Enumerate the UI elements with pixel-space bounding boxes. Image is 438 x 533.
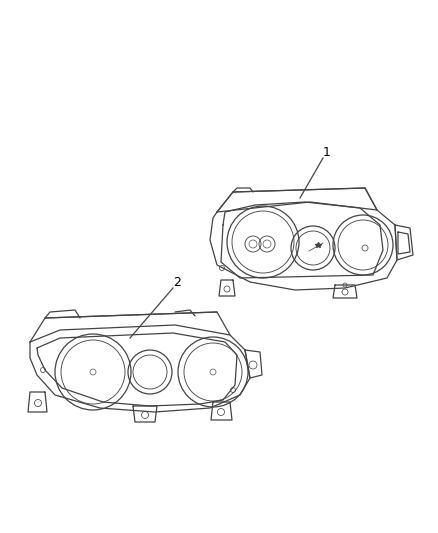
Text: 1: 1 bbox=[323, 147, 331, 159]
Text: 2: 2 bbox=[173, 277, 181, 289]
